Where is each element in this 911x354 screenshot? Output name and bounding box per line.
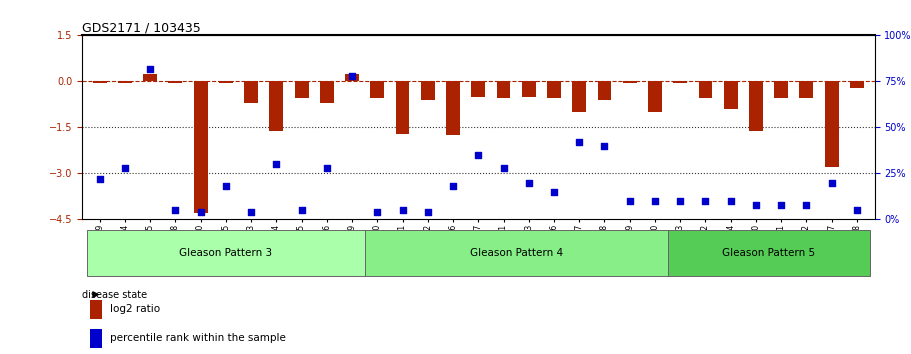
Bar bbox=[496, 81, 510, 98]
Bar bbox=[93, 81, 107, 83]
Point bbox=[219, 183, 233, 189]
Bar bbox=[548, 81, 561, 98]
Bar bbox=[395, 81, 409, 133]
Bar bbox=[294, 81, 309, 98]
Point bbox=[294, 207, 309, 213]
Point bbox=[521, 180, 536, 185]
Point bbox=[673, 198, 688, 204]
Bar bbox=[648, 81, 662, 112]
Bar bbox=[749, 81, 763, 131]
Bar bbox=[800, 81, 814, 98]
Point bbox=[622, 198, 637, 204]
Bar bbox=[699, 81, 712, 98]
FancyBboxPatch shape bbox=[87, 230, 364, 276]
Bar bbox=[623, 81, 637, 83]
Bar bbox=[90, 329, 102, 348]
Bar bbox=[320, 81, 333, 103]
Bar bbox=[169, 81, 182, 83]
Text: log2 ratio: log2 ratio bbox=[109, 304, 159, 314]
Bar bbox=[143, 74, 157, 81]
Point bbox=[244, 209, 259, 215]
Point bbox=[648, 198, 662, 204]
Point bbox=[471, 152, 486, 158]
Point bbox=[320, 165, 334, 171]
Bar bbox=[244, 81, 258, 103]
Bar bbox=[371, 81, 384, 98]
Point bbox=[698, 198, 712, 204]
Point bbox=[824, 180, 839, 185]
Point bbox=[547, 189, 561, 195]
FancyBboxPatch shape bbox=[364, 230, 668, 276]
Bar bbox=[421, 81, 435, 100]
Point bbox=[421, 209, 435, 215]
Point bbox=[395, 207, 410, 213]
Point bbox=[344, 73, 359, 79]
Point bbox=[799, 202, 814, 207]
Bar bbox=[194, 81, 208, 213]
Point bbox=[193, 209, 208, 215]
Point bbox=[143, 66, 158, 72]
Bar bbox=[572, 81, 586, 112]
Text: Gleason Pattern 3: Gleason Pattern 3 bbox=[179, 248, 272, 258]
Bar bbox=[471, 81, 486, 97]
Point bbox=[496, 165, 511, 171]
Bar bbox=[774, 81, 788, 98]
Point bbox=[572, 139, 587, 145]
Bar bbox=[850, 81, 864, 87]
Text: GDS2171 / 103435: GDS2171 / 103435 bbox=[82, 21, 200, 34]
Bar bbox=[522, 81, 536, 97]
Bar bbox=[90, 300, 102, 319]
Point bbox=[269, 161, 283, 167]
Bar bbox=[673, 81, 687, 83]
Bar bbox=[723, 81, 738, 109]
Point bbox=[749, 202, 763, 207]
Text: disease state: disease state bbox=[82, 290, 147, 299]
Bar bbox=[824, 81, 839, 167]
Text: Gleason Pattern 4: Gleason Pattern 4 bbox=[469, 248, 563, 258]
Bar bbox=[270, 81, 283, 131]
Point bbox=[850, 207, 865, 213]
Text: Gleason Pattern 5: Gleason Pattern 5 bbox=[722, 248, 815, 258]
Bar bbox=[598, 81, 611, 100]
Point bbox=[118, 165, 132, 171]
Text: percentile rank within the sample: percentile rank within the sample bbox=[109, 333, 286, 343]
Point bbox=[370, 209, 384, 215]
Bar bbox=[219, 81, 233, 83]
Point bbox=[773, 202, 788, 207]
Point bbox=[723, 198, 738, 204]
Point bbox=[169, 207, 183, 213]
Bar bbox=[446, 81, 460, 135]
FancyBboxPatch shape bbox=[668, 230, 869, 276]
Point bbox=[445, 183, 460, 189]
Point bbox=[92, 176, 107, 182]
Point bbox=[598, 143, 612, 149]
Bar bbox=[345, 74, 359, 81]
Bar bbox=[118, 81, 132, 83]
